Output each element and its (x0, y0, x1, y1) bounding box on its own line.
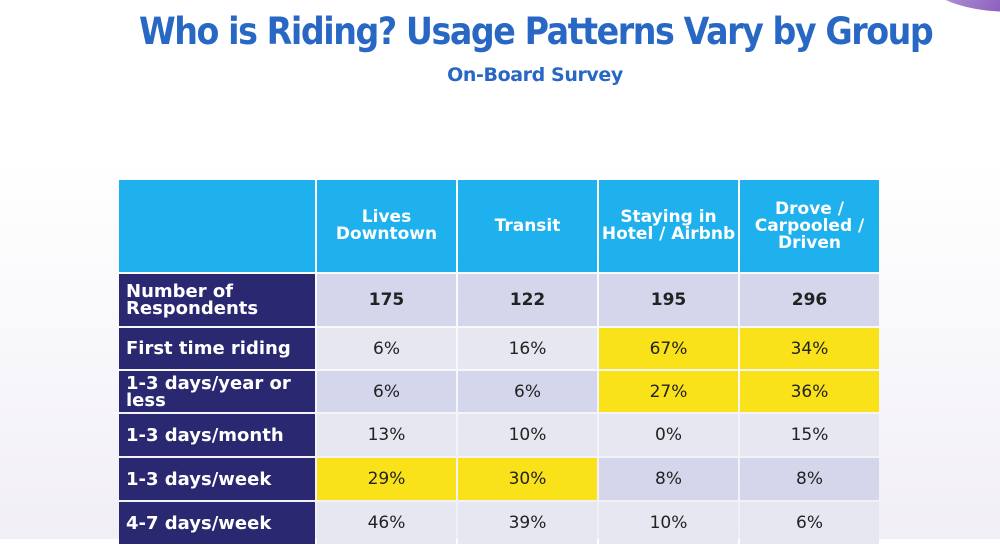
table-cell: 175 (317, 274, 456, 326)
row-label: 1-3 days/week (119, 458, 315, 500)
table-cell: 29% (317, 458, 456, 500)
page-subtitle: On-Board Survey (447, 64, 623, 86)
header-row: Lives Downtown Transit Staying in Hotel … (119, 180, 879, 272)
table-cell: 34% (740, 328, 879, 369)
table-cell: 30% (458, 458, 597, 500)
header-lives-downtown: Lives Downtown (317, 180, 456, 272)
header-hotel-airbnb: Staying in Hotel / Airbnb (599, 180, 738, 272)
table-cell: 16% (458, 328, 597, 369)
table-row: 4-7 days/week 46% 39% 10% 6% (119, 502, 879, 544)
table-cell: 10% (599, 502, 738, 544)
row-label: Number of Respondents (119, 274, 315, 326)
table-cell: 8% (599, 458, 738, 500)
table-cell: 36% (740, 371, 879, 412)
table-cell: 6% (317, 328, 456, 369)
table-cell: 13% (317, 414, 456, 456)
table-cell: 39% (458, 502, 597, 544)
table-cell: 6% (317, 371, 456, 412)
table-cell: 122 (458, 274, 597, 326)
table-cell: 46% (317, 502, 456, 544)
table-row: First time riding 6% 16% 67% 34% (119, 328, 879, 369)
row-label: 1-3 days/year or less (119, 371, 315, 412)
table-row: 1-3 days/month 13% 10% 0% 15% (119, 414, 879, 456)
header-drove-carpooled: Drove / Carpooled / Driven (740, 180, 879, 272)
table-cell: 6% (458, 371, 597, 412)
page-title: Who is Riding? Usage Patterns Vary by Gr… (139, 10, 934, 53)
table-row: Number of Respondents 175 122 195 296 (119, 274, 879, 326)
row-label: 4-7 days/week (119, 502, 315, 544)
table-cell: 0% (599, 414, 738, 456)
table-cell: 195 (599, 274, 738, 326)
table-cell: 27% (599, 371, 738, 412)
table-cell: 67% (599, 328, 738, 369)
header-corner (119, 180, 315, 272)
table-row: 1-3 days/week 29% 30% 8% 8% (119, 458, 879, 500)
row-label: First time riding (119, 328, 315, 369)
table-cell: 6% (740, 502, 879, 544)
usage-table: Lives Downtown Transit Staying in Hotel … (117, 178, 881, 546)
table-cell: 10% (458, 414, 597, 456)
table-row: 1-3 days/year or less 6% 6% 27% 36% (119, 371, 879, 412)
header-transit: Transit (458, 180, 597, 272)
table-cell: 296 (740, 274, 879, 326)
table-cell: 8% (740, 458, 879, 500)
table-cell: 15% (740, 414, 879, 456)
row-label: 1-3 days/month (119, 414, 315, 456)
